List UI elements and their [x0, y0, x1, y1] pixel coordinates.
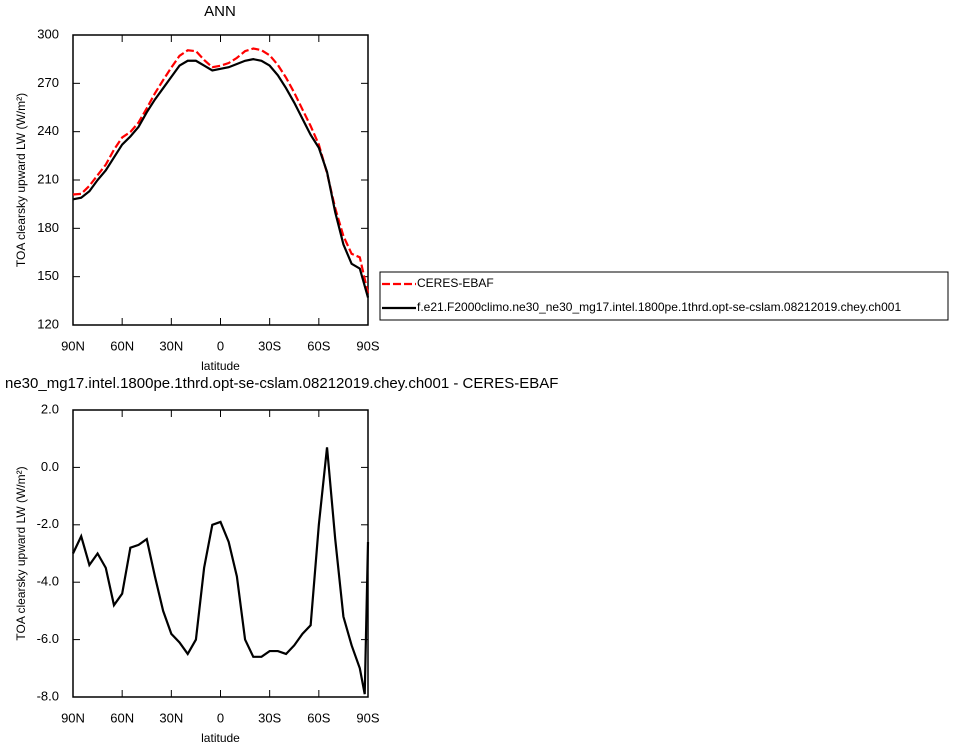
x-tick-label: 0	[217, 338, 224, 353]
data-line	[72, 58, 370, 298]
x-axis-label: latitude	[201, 359, 240, 373]
x-tick-label: 90N	[61, 710, 85, 725]
plot-frame	[72, 34, 369, 326]
y-tick-label: -2.0	[37, 516, 59, 531]
chart-title: ANN	[204, 3, 236, 20]
x-axis-label: latitude	[201, 731, 240, 745]
data-line	[72, 47, 370, 294]
x-tick-label: 60S	[307, 710, 330, 725]
x-tick-label: 90S	[356, 710, 379, 725]
y-tick-label: -4.0	[37, 574, 59, 589]
x-tick-label: 30N	[159, 710, 183, 725]
y-tick-label: 240	[37, 123, 59, 138]
y-tick-label: 150	[37, 268, 59, 283]
plot-frame	[72, 409, 369, 698]
legend-label: CERES-EBAF	[417, 276, 494, 290]
chart-title: ne30_mg17.intel.1800pe.1thrd.opt-se-csla…	[5, 375, 558, 392]
x-tick-label: 90N	[61, 338, 85, 353]
y-tick-label: 180	[37, 220, 59, 235]
x-tick-label: 60N	[110, 338, 134, 353]
y-tick-label: 0.0	[41, 459, 59, 474]
legend-label: f.e21.F2000climo.ne30_ne30_mg17.intel.18…	[417, 300, 901, 314]
y-tick-label: -8.0	[37, 688, 59, 703]
x-tick-label: 60N	[110, 710, 134, 725]
y-tick-label: 120	[37, 316, 59, 331]
y-tick-label: 300	[37, 26, 59, 41]
y-tick-label: -6.0	[37, 631, 59, 646]
x-tick-label: 0	[217, 710, 224, 725]
x-tick-label: 90S	[356, 338, 379, 353]
y-axis-label: TOA clearsky upward LW (W/m²)	[14, 466, 28, 640]
y-tick-label: 210	[37, 171, 59, 186]
y-tick-label: 270	[37, 75, 59, 90]
x-tick-label: 30N	[159, 338, 183, 353]
legend-box	[379, 271, 949, 321]
y-tick-label: 2.0	[41, 401, 59, 416]
x-tick-label: 60S	[307, 338, 330, 353]
data-line	[72, 447, 370, 695]
x-tick-label: 30S	[258, 710, 281, 725]
x-tick-label: 30S	[258, 338, 281, 353]
y-axis-label: TOA clearsky upward LW (W/m²)	[14, 93, 28, 267]
